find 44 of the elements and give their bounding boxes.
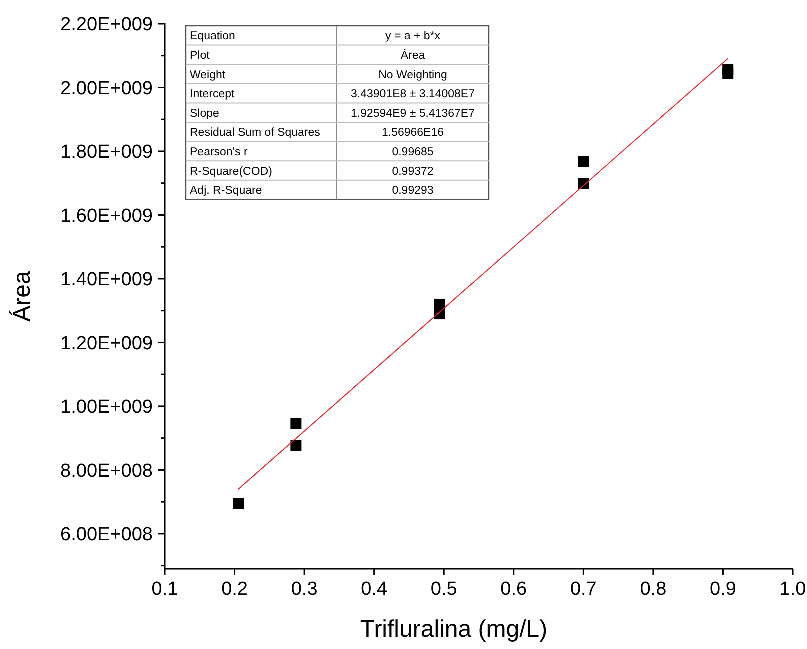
y-tick-label: 2.20E+009 xyxy=(60,14,153,36)
y-tick-label: 1.40E+009 xyxy=(60,270,153,291)
x-tick-label: 0.6 xyxy=(500,579,528,600)
annotation: Equation xyxy=(190,30,236,43)
x-tick-label: 0.5 xyxy=(430,579,458,600)
y-tick-label: 8.00E+008 xyxy=(60,460,153,482)
annotation: Intercept xyxy=(190,88,236,101)
x-tick-label: 1.0 xyxy=(780,579,806,600)
annotation: Weight xyxy=(190,69,226,82)
annotation: Área xyxy=(400,48,426,62)
y-tick-label: 1.80E+009 xyxy=(60,142,153,164)
x-tick-label: 0.1 xyxy=(152,579,178,600)
annotation: Pearson's r xyxy=(190,146,248,158)
annotation: 0.99293 xyxy=(392,185,434,198)
y-tick-label: 6.00E+008 xyxy=(60,524,153,546)
annotation: Residual Sum of Squares xyxy=(190,127,321,140)
point xyxy=(290,440,302,452)
x-tick-label: 0.7 xyxy=(570,579,597,600)
annotation: 0.99372 xyxy=(392,166,434,178)
x-tick-label: 0.4 xyxy=(361,579,388,600)
annotation: Adj. R-Square xyxy=(190,185,262,198)
x-tick-label: 0.2 xyxy=(222,579,248,600)
point xyxy=(578,156,590,168)
annotation: 1.56966E16 xyxy=(382,127,444,140)
annotation: Plot xyxy=(190,50,211,62)
annotation: 1.92594E9 ± 5.41367E7 xyxy=(351,108,475,120)
y-tick-label: 2.00E+009 xyxy=(60,78,153,100)
point xyxy=(233,498,244,510)
annotation: y = a + b*x xyxy=(386,30,441,43)
x-axis-title: Trifluralina (mg/L) xyxy=(360,616,548,643)
point xyxy=(722,68,734,80)
x-tick-label: 0.3 xyxy=(291,579,318,600)
annotation: No Weighting xyxy=(378,69,448,82)
annotation: Slope xyxy=(190,108,220,120)
y-tick-label: 1.00E+009 xyxy=(60,397,153,418)
y-tick-label: 1.60E+009 xyxy=(60,206,153,227)
y-axis-title: Área xyxy=(9,270,36,322)
annotation: 0.99685 xyxy=(392,146,434,158)
point xyxy=(290,418,302,430)
x-tick-label: 0.9 xyxy=(710,579,736,600)
y-tick-label: 1.20E+009 xyxy=(60,333,153,354)
x-tick-label: 0.8 xyxy=(640,579,667,600)
annotation: 3.43901E8 ± 3.14008E7 xyxy=(351,88,475,101)
annotation: R-Square(COD) xyxy=(190,166,273,178)
